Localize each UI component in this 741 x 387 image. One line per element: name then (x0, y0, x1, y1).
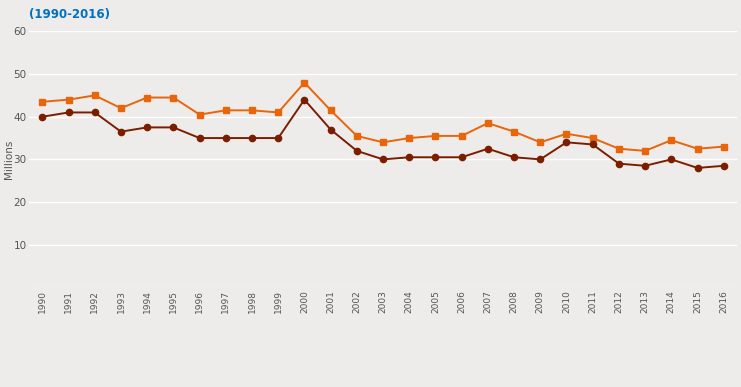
Production nationale (536, 157, 545, 162)
Production nationale (64, 110, 73, 115)
Production nationale (405, 155, 413, 159)
Consommation apparente (536, 140, 545, 145)
Consommation apparente (510, 129, 519, 134)
Consommation apparente (90, 93, 99, 98)
Consommation apparente (273, 110, 282, 115)
Y-axis label: Millions: Millions (4, 140, 14, 179)
Production nationale (116, 129, 125, 134)
Consommation apparente (720, 144, 728, 149)
Production nationale (326, 127, 335, 132)
Production nationale (273, 136, 282, 140)
Production nationale (720, 163, 728, 168)
Production nationale (667, 157, 676, 162)
Consommation apparente (693, 146, 702, 151)
Consommation apparente (169, 95, 178, 100)
Consommation apparente (353, 134, 362, 138)
Production nationale (510, 155, 519, 159)
Production nationale (38, 115, 47, 119)
Production nationale (222, 136, 230, 140)
Consommation apparente (667, 138, 676, 142)
Consommation apparente (405, 136, 413, 140)
Consommation apparente (64, 98, 73, 102)
Consommation apparente (195, 112, 204, 117)
Production nationale (169, 125, 178, 130)
Production nationale (562, 140, 571, 145)
Consommation apparente (431, 134, 440, 138)
Consommation apparente (562, 132, 571, 136)
Consommation apparente (614, 146, 623, 151)
Production nationale (641, 163, 650, 168)
Production nationale (693, 166, 702, 170)
Production nationale (483, 146, 492, 151)
Production nationale (457, 155, 466, 159)
Production nationale (588, 142, 597, 147)
Consommation apparente (641, 149, 650, 153)
Production nationale (353, 149, 362, 153)
Production nationale (247, 136, 256, 140)
Text: (1990-2016): (1990-2016) (29, 8, 110, 21)
Production nationale (143, 125, 152, 130)
Consommation apparente (222, 108, 230, 113)
Production nationale (614, 161, 623, 166)
Production nationale (379, 157, 388, 162)
Consommation apparente (300, 80, 309, 85)
Production nationale (90, 110, 99, 115)
Line: Production nationale: Production nationale (39, 96, 727, 171)
Consommation apparente (379, 140, 388, 145)
Consommation apparente (326, 108, 335, 113)
Consommation apparente (247, 108, 256, 113)
Line: Consommation apparente: Consommation apparente (39, 79, 727, 154)
Consommation apparente (143, 95, 152, 100)
Consommation apparente (457, 134, 466, 138)
Consommation apparente (483, 121, 492, 125)
Production nationale (431, 155, 440, 159)
Consommation apparente (116, 106, 125, 111)
Production nationale (195, 136, 204, 140)
Consommation apparente (588, 136, 597, 140)
Production nationale (300, 98, 309, 102)
Consommation apparente (38, 99, 47, 104)
